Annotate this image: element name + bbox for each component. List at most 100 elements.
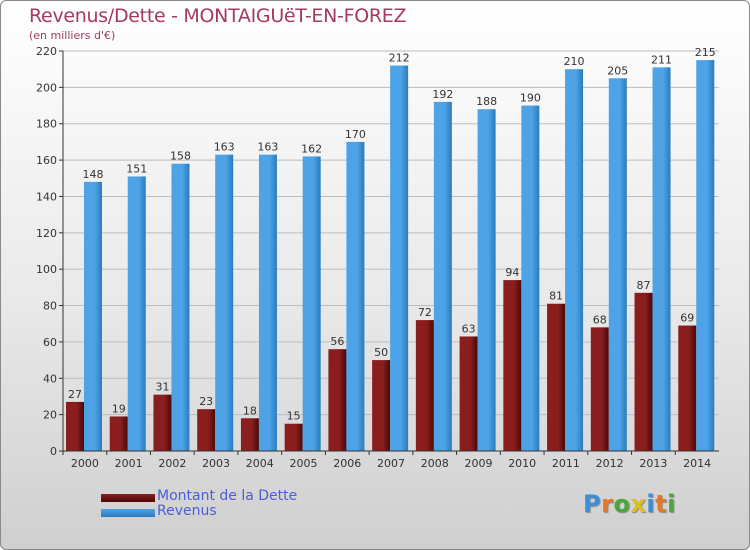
y-tick-label-120: 120 [36,227,57,240]
bar-dette-2014 [678,325,697,451]
bar-dette-2001 [109,416,128,451]
y-tick-label-140: 140 [36,190,57,203]
value-label-revenus-2012: 205 [607,64,628,77]
bar-revenus-2000 [84,181,102,451]
axes [62,51,719,452]
logo-letter: o [613,490,631,518]
x-tick-label-2005: 2005 [290,457,318,470]
value-label-revenus-2001: 151 [126,162,147,175]
y-tick-label-60: 60 [43,336,57,349]
value-label-revenus-2008: 192 [432,88,453,101]
logo-letter: P [583,490,602,518]
legend-label-dette: Montant de la Dette [157,488,298,504]
bar-dette-2012 [590,327,609,451]
value-label-revenus-2004: 163 [257,141,278,154]
value-label-revenus-2002: 158 [170,150,191,163]
value-label-revenus-2009: 188 [476,95,497,108]
x-tick-label-2006: 2006 [333,457,361,470]
bar-dette-2011 [547,303,566,451]
legend-label-revenus: Revenus [157,503,217,519]
bar-revenus-2007 [390,65,409,451]
bar-revenus-2006 [346,141,365,451]
bar-revenus-2003 [215,154,234,452]
x-tick-label-2002: 2002 [158,457,186,470]
logo-letter: r [601,490,614,518]
x-tick-label-2010: 2010 [508,457,536,470]
value-label-dette-2004: 18 [243,404,257,417]
bar-dette-2007 [372,360,391,451]
value-label-dette-2014: 69 [680,312,694,325]
y-tick-label-160: 160 [36,154,57,167]
bar-revenus-2001 [127,176,146,452]
bar-revenus-2008 [433,101,452,451]
y-tick-labels: 0 20 40 60 80 100 120 140 160 180 200 220 [36,45,63,458]
legend-swatch-dette [101,494,155,502]
bar-revenus-2011 [565,69,584,451]
chart-title: Revenus/Dette - MONTAIGUëT-EN-FOREZ [29,5,407,27]
x-tick-label-2008: 2008 [421,457,449,470]
bar-revenus-2013 [652,67,671,451]
value-label-dette-2012: 68 [593,313,607,326]
bar-revenus-2014 [696,60,715,451]
x-tick-label-2011: 2011 [552,457,580,470]
value-label-dette-2005: 15 [287,410,301,423]
x-tick-label-2001: 2001 [115,457,143,470]
value-label-revenus-2000: 148 [83,168,104,181]
value-label-dette-2009: 63 [462,322,476,335]
x-tick-label-2007: 2007 [377,457,405,470]
y-tick-label-20: 20 [43,409,57,422]
bars [66,60,715,452]
value-label-dette-2007: 50 [374,346,388,359]
bar-dette-2005 [284,423,303,451]
bar-revenus-2002 [171,163,190,451]
y-tick-label-0: 0 [50,445,57,458]
logo-letter: x [630,490,647,518]
chart-subtitle: (en milliers d'€) [29,29,116,42]
bar-dette-2003 [197,409,216,451]
logo-letter: t [655,490,668,518]
legend-swatch-revenus [101,509,155,517]
value-label-revenus-2003: 163 [214,141,235,154]
y-tick-label-220: 220 [36,45,57,58]
x-tick-label-2014: 2014 [683,457,711,470]
value-label-revenus-2005: 162 [301,142,322,155]
y-tick-label-100: 100 [36,263,57,276]
y-tick-label-180: 180 [36,118,57,131]
bar-dette-2002 [153,394,172,451]
x-tick-label-2009: 2009 [464,457,492,470]
value-label-dette-2001: 19 [112,402,126,415]
logo-letter: i [646,490,656,518]
value-label-revenus-2010: 190 [520,92,541,105]
value-label-dette-2006: 56 [330,335,344,348]
value-label-revenus-2014: 215 [695,46,716,59]
value-label-revenus-2011: 210 [564,55,585,68]
value-label-dette-2011: 81 [549,290,563,303]
x-tick-label-2004: 2004 [246,457,274,470]
value-label-revenus-2006: 170 [345,128,366,141]
x-tick-labels: 2000 2001 2002 2003 2004 2005 2006 2007 2008 2009… [62,451,711,470]
bar-dette-2008 [415,320,434,451]
logo-letter: i [667,490,676,518]
bar-revenus-2009 [477,109,496,451]
y-tick-label-80: 80 [43,300,57,313]
bar-dette-2009 [459,336,478,451]
x-tick-label-2013: 2013 [639,457,667,470]
x-tick-label-2003: 2003 [202,457,230,470]
value-label-dette-2003: 23 [199,395,213,408]
proxiti-logo: Proxiti [583,490,676,518]
bar-revenus-2012 [608,78,627,451]
bar-revenus-2010 [521,105,540,451]
value-label-dette-2000: 27 [68,388,82,401]
bar-dette-2013 [634,292,653,451]
value-label-dette-2008: 72 [418,306,432,319]
y-tick-label-200: 200 [36,81,57,94]
x-tick-label-2012: 2012 [596,457,624,470]
value-label-revenus-2013: 211 [651,53,672,66]
y-tick-label-40: 40 [43,372,57,385]
bar-dette-2006 [328,349,347,451]
x-tick-label-2000: 2000 [71,457,99,470]
bar-revenus-2004 [258,154,277,452]
value-label-revenus-2007: 212 [389,52,410,65]
